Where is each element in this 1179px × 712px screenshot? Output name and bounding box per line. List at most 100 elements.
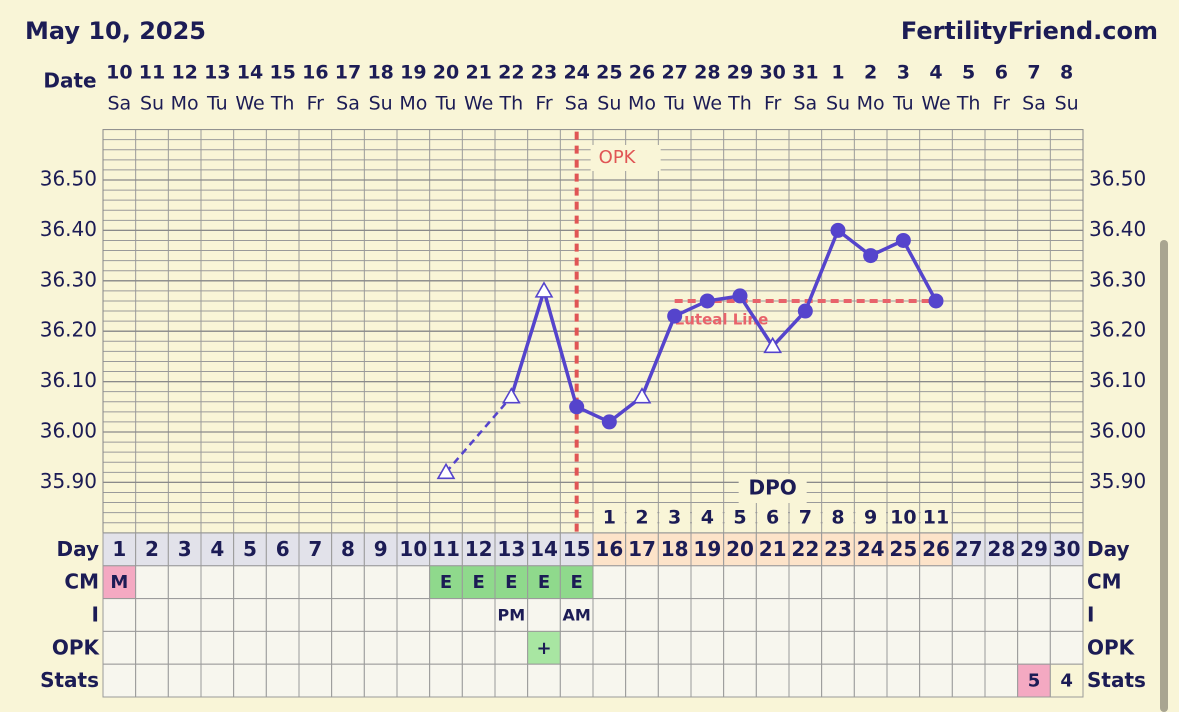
x-tick-label: 15	[269, 62, 295, 84]
y-tick-label: 36.40	[40, 217, 97, 241]
x-tick-label: 21	[465, 62, 491, 84]
weekday-label: Th	[270, 93, 295, 115]
table-cell	[919, 630, 953, 665]
table-cell-text: 7	[308, 537, 322, 561]
table-cell	[951, 598, 986, 632]
x-tick-label: 2	[864, 62, 877, 84]
table-row-label: Stats	[40, 668, 99, 692]
table-cell	[1017, 663, 1051, 698]
table-cell	[984, 532, 1019, 567]
y-tick-label-right: 36.10	[1089, 368, 1146, 392]
table-cell	[167, 663, 202, 698]
table-cell-text: 1	[112, 537, 126, 561]
table-cell	[984, 565, 1019, 600]
table-cell	[167, 565, 202, 600]
table-cell-text: 13	[497, 537, 525, 561]
table-cell	[167, 598, 202, 632]
table-row-label: OPK	[52, 635, 101, 659]
table-cell-text: +	[536, 638, 551, 659]
dpo-cell	[790, 503, 821, 531]
table-cell	[396, 598, 431, 632]
table-cell	[135, 663, 169, 698]
table-cell-text: 22	[791, 537, 819, 561]
table-cell-text: 23	[824, 537, 852, 561]
table-row-label-right: OPK	[1087, 635, 1136, 659]
table-cell-text: AM	[563, 606, 591, 625]
table-cell	[788, 532, 823, 567]
table-cell	[886, 598, 921, 632]
x-tick-label: 24	[563, 62, 589, 84]
table-cell	[331, 565, 365, 600]
weekday-label: We	[464, 93, 493, 115]
table-cell	[788, 663, 823, 698]
x-tick-label: 31	[792, 62, 818, 84]
weekday-label: Sa	[336, 93, 360, 115]
point-triangle	[632, 387, 652, 404]
y-tick-label: 36.00	[40, 419, 97, 443]
x-tick-label: 10	[106, 62, 132, 84]
table-cell	[396, 565, 431, 600]
x-tick-label: 25	[596, 62, 622, 84]
dpo-cell	[594, 503, 625, 531]
table-cell	[233, 565, 267, 600]
table-cell	[951, 630, 986, 665]
dpo-value: 5	[733, 507, 746, 529]
table-cell	[1049, 663, 1084, 698]
table-cell	[690, 598, 725, 632]
weekday-label: Fr	[764, 93, 782, 115]
table-cell-text: 12	[465, 537, 493, 561]
table-cell	[200, 565, 235, 600]
point	[928, 293, 944, 309]
table-cell-text: 4	[1060, 671, 1073, 692]
table-cell	[200, 630, 235, 665]
table-cell	[592, 598, 627, 632]
table-cell	[396, 663, 431, 698]
table-cell	[592, 663, 627, 698]
y-tick-label: 36.30	[40, 267, 97, 291]
weekday-label: Su	[369, 93, 393, 115]
table-cell	[886, 565, 921, 600]
table-cell	[886, 663, 921, 698]
table-cell	[853, 630, 888, 665]
table-row-label-right: Day	[1087, 537, 1130, 561]
weekday-label: We	[921, 93, 950, 115]
table-cell	[265, 598, 300, 632]
table-cell	[559, 565, 594, 600]
table-cell-text: 28	[987, 537, 1015, 561]
table-cell	[821, 630, 855, 665]
table-cell-text: 5	[243, 537, 257, 561]
table-cell	[102, 663, 137, 698]
table-cell	[821, 532, 855, 567]
table-cell	[298, 565, 333, 600]
table-cell	[1049, 598, 1084, 632]
weekday-label: Su	[140, 93, 164, 115]
event-label-box	[590, 145, 661, 171]
point	[569, 399, 585, 415]
y-tick-label: 36.20	[40, 318, 97, 342]
table-row-label: I	[92, 603, 99, 627]
table-cell	[951, 565, 986, 600]
table-cell	[429, 598, 463, 632]
table-cell	[690, 663, 725, 698]
dpo-value: 9	[864, 507, 877, 529]
point-triangle	[763, 336, 783, 354]
table-cell	[265, 630, 300, 665]
table-cell	[1017, 598, 1051, 632]
table-cell-text: 24	[857, 537, 885, 561]
table-cell	[723, 663, 757, 698]
table-cell	[265, 565, 300, 600]
weekday-label: Mo	[399, 93, 427, 115]
point	[797, 303, 813, 319]
dpo-cell	[659, 503, 690, 531]
table-cell	[625, 532, 659, 567]
table-cell-text: 25	[889, 537, 917, 561]
x-tick-label: 16	[302, 62, 328, 84]
weekday-label: Su	[597, 93, 621, 115]
table-cell	[200, 663, 235, 698]
table-row-label-right: I	[1087, 603, 1094, 627]
dpo-cell	[692, 503, 723, 531]
x-tick-label: 11	[139, 62, 165, 84]
point	[895, 232, 911, 248]
x-tick-label: 18	[367, 62, 393, 84]
dpo-cell	[724, 503, 756, 531]
